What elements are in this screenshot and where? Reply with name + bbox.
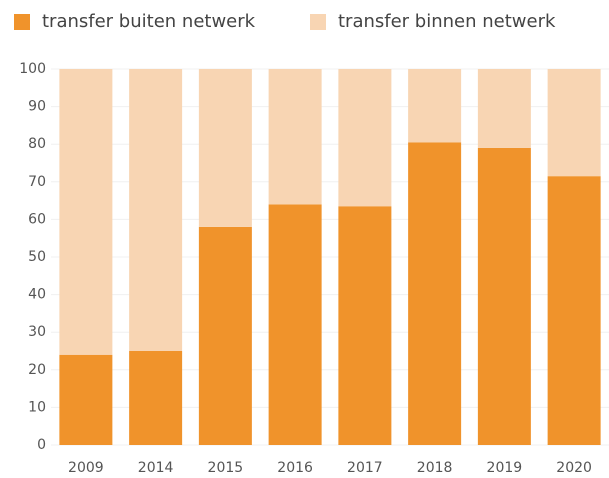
bar-segment <box>268 69 322 205</box>
bar-segment <box>547 176 601 445</box>
y-tick-label: 0 <box>37 437 46 453</box>
x-tick-label: 2009 <box>68 460 104 476</box>
y-tick-label: 70 <box>28 174 46 190</box>
legend-swatch <box>14 14 30 30</box>
legend-label: transfer binnen netwerk <box>338 11 556 32</box>
legend-label: transfer buiten netwerk <box>42 11 256 32</box>
x-tick-label: 2018 <box>417 460 453 476</box>
legend-swatch <box>310 14 326 30</box>
x-tick-label: 2020 <box>556 460 592 476</box>
bar-segment <box>338 69 392 207</box>
y-tick-label: 30 <box>28 324 46 340</box>
bar-segment <box>547 69 601 177</box>
y-tick-label: 60 <box>28 211 46 227</box>
y-tick-label: 90 <box>28 99 46 115</box>
x-tick-label: 2014 <box>138 460 174 476</box>
bar-segment <box>198 226 252 445</box>
x-tick-label: 2016 <box>277 460 313 476</box>
bar-segment <box>59 69 113 355</box>
y-tick-label: 40 <box>28 287 46 303</box>
x-tick-label: 2015 <box>208 460 244 476</box>
bar-segment <box>408 142 462 445</box>
y-tick-label: 20 <box>28 362 46 378</box>
bar-segment <box>477 69 531 148</box>
y-tick-label: 50 <box>28 249 46 265</box>
bar-segment <box>198 69 252 227</box>
bar-segment <box>268 204 322 445</box>
x-tick-label: 2019 <box>487 460 523 476</box>
bar-segment <box>338 206 392 445</box>
y-tick-label: 80 <box>28 136 46 152</box>
y-tick-label: 100 <box>19 61 46 77</box>
bar-segment <box>59 354 113 445</box>
bar-segment <box>408 69 462 143</box>
bar-segment <box>477 147 531 445</box>
bar-segment <box>129 69 183 351</box>
y-tick-label: 10 <box>28 399 46 415</box>
bar-segment <box>129 351 183 445</box>
x-tick-label: 2017 <box>347 460 383 476</box>
